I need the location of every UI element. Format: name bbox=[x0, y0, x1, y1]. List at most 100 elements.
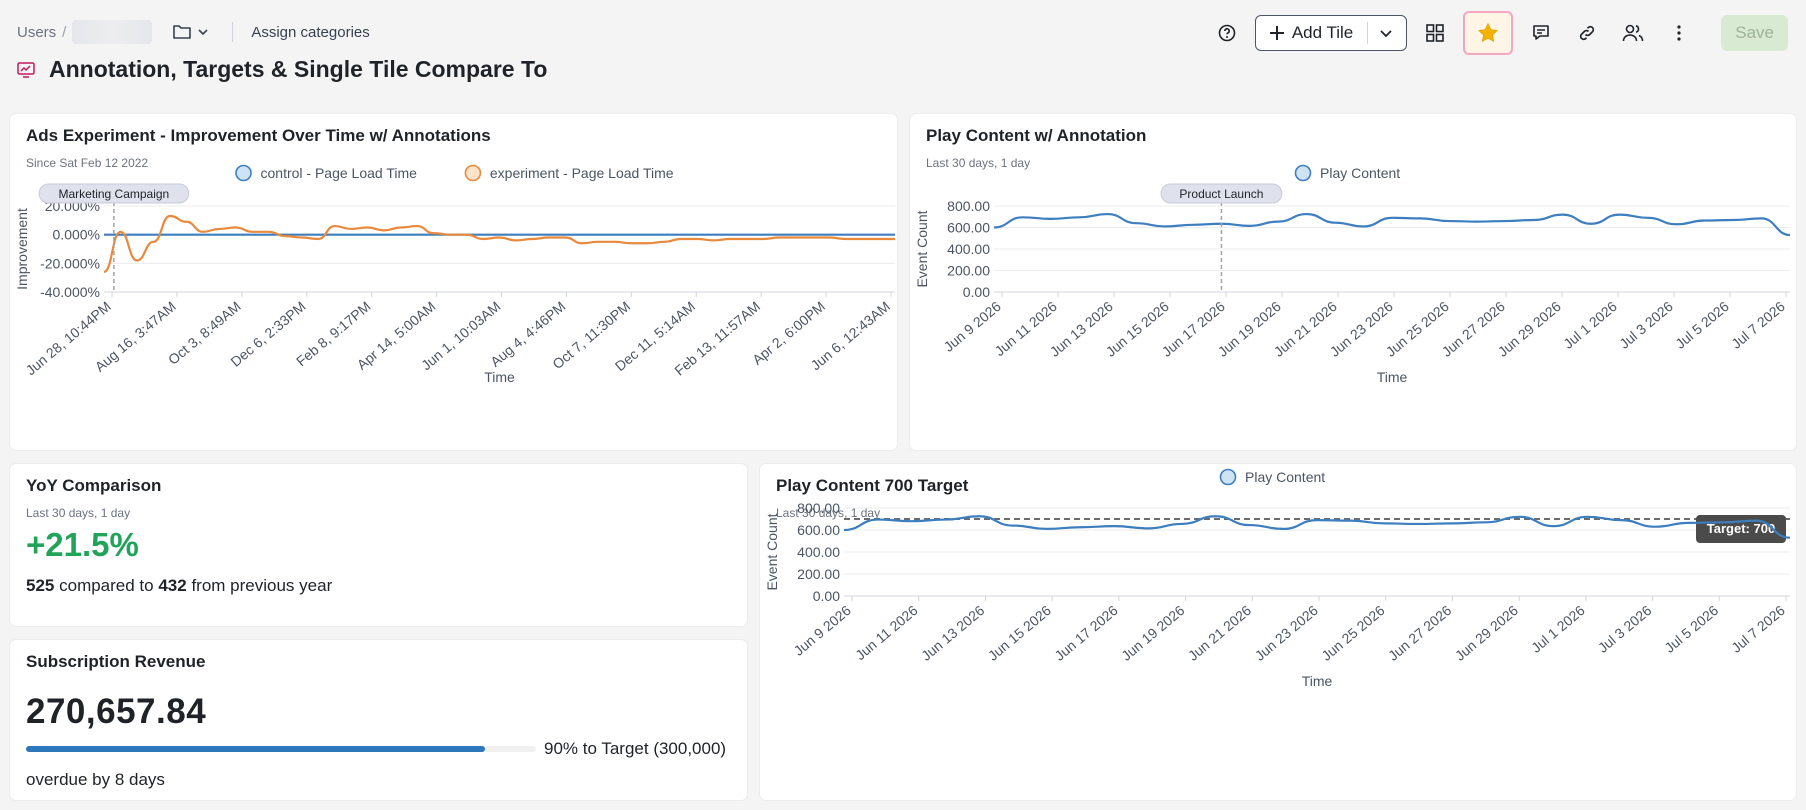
dashboard-header: Users / Assign categories Annotation, Ta… bbox=[0, 0, 1806, 110]
y-tick-label: 0.000% bbox=[53, 227, 100, 243]
comment-icon bbox=[1533, 25, 1550, 40]
legend-label: Play Content bbox=[1320, 165, 1400, 181]
revenue-progress-bar bbox=[26, 746, 536, 752]
ads-experiment-chart[interactable]: control - Page Load Time experiment - Pag… bbox=[10, 114, 897, 450]
yoy-suffix-label: from previous year bbox=[191, 576, 333, 595]
tile-title: Ads Experiment - Improvement Over Time w… bbox=[26, 126, 491, 145]
x-axis-label: Time bbox=[1302, 673, 1333, 689]
x-tick-label: Jul 7 2026 bbox=[1728, 298, 1788, 352]
yoy-current-value: 525 bbox=[26, 576, 55, 595]
help-button[interactable] bbox=[1209, 15, 1245, 51]
breadcrumb-separator: / bbox=[62, 23, 67, 41]
subscription-revenue-tile[interactable]: Subscription Revenue 270,657.84 90% to T… bbox=[10, 640, 747, 800]
tile-title: Play Content w/ Annotation bbox=[926, 126, 1147, 145]
revenue-target-label: 90% to Target (300,000) bbox=[544, 739, 727, 758]
x-tick-label: Jul 5 2026 bbox=[1672, 298, 1732, 352]
x-tick-label: Jun 19 2026 bbox=[1118, 602, 1187, 664]
x-axis-label: Time bbox=[484, 369, 515, 385]
more-options-button[interactable] bbox=[1661, 15, 1697, 51]
favorite-button[interactable] bbox=[1463, 11, 1514, 55]
revenue-value: 270,657.84 bbox=[26, 692, 207, 731]
tile-layout-button[interactable] bbox=[1417, 15, 1453, 51]
x-axis-label: Time bbox=[1377, 369, 1408, 385]
y-axis-label: Event Count bbox=[914, 210, 930, 287]
play-content-tile[interactable]: Play Content w/ Annotation Last 30 days,… bbox=[910, 114, 1796, 450]
y-tick-label: 600.00 bbox=[947, 220, 990, 236]
x-tick-label: Jun 23 2026 bbox=[1252, 602, 1321, 664]
x-tick-label: Jul 3 2026 bbox=[1595, 602, 1655, 656]
annotation-badge bbox=[38, 183, 190, 204]
folder-icon bbox=[173, 25, 192, 39]
yoy-comparison-text: 525 compared to 432 from previous year bbox=[26, 576, 332, 596]
dashboard-toolbar: Add Tile Save bbox=[1209, 11, 1788, 55]
assign-categories-link[interactable]: Assign categories bbox=[251, 23, 370, 41]
series-line bbox=[103, 214, 895, 274]
y-tick-label: 0.00 bbox=[963, 284, 990, 300]
yoy-previous-value: 432 bbox=[158, 576, 187, 595]
folder-dropdown-button[interactable] bbox=[168, 21, 214, 43]
x-tick-label: Jun 9 2026 bbox=[791, 602, 855, 659]
x-tick-label: Jul 5 2026 bbox=[1661, 602, 1721, 656]
users-icon bbox=[1622, 24, 1644, 42]
series-line bbox=[993, 212, 1791, 237]
tile-subtitle: Since Sat Feb 12 2022 bbox=[26, 156, 149, 170]
chart-icon bbox=[17, 61, 35, 78]
y-tick-label: 0.00 bbox=[813, 588, 840, 604]
x-tick-label: Jun 27 2026 bbox=[1385, 602, 1454, 664]
y-tick-label: 200.00 bbox=[947, 263, 990, 279]
y-tick-label: 400.00 bbox=[947, 241, 990, 257]
legend-swatch bbox=[235, 164, 252, 182]
revenue-overdue-label: overdue by 8 days bbox=[26, 770, 165, 789]
y-tick-label: -20.000% bbox=[40, 255, 100, 271]
add-tile-button[interactable]: Add Tile bbox=[1254, 15, 1408, 51]
breadcrumb-users-link[interactable]: Users bbox=[17, 23, 57, 41]
page-title-row: Annotation, Targets & Single Tile Compar… bbox=[17, 56, 547, 83]
y-tick-label: -40.000% bbox=[40, 284, 100, 300]
x-tick-label: Jun 13 2026 bbox=[918, 602, 987, 664]
page-title: Annotation, Targets & Single Tile Compar… bbox=[49, 56, 548, 82]
revenue-progress-fill bbox=[26, 746, 485, 752]
tile-title: YoY Comparison bbox=[26, 476, 162, 495]
comments-button[interactable] bbox=[1523, 15, 1559, 51]
play-content-chart[interactable]: Play Content 800.00 600.00 400.00 200.00 0.00… bbox=[910, 114, 1796, 450]
legend-swatch bbox=[1294, 164, 1312, 182]
legend-swatch bbox=[464, 164, 482, 182]
copy-link-button[interactable] bbox=[1569, 15, 1605, 51]
yoy-compared-label: compared to bbox=[59, 576, 154, 595]
play-content-target-tile[interactable]: Play Content 700 Target Last 30 days, 1 … bbox=[760, 464, 1796, 800]
breadcrumb: Users / Assign categories bbox=[17, 20, 370, 44]
x-tick-label: Jun 25 2026 bbox=[1318, 602, 1387, 664]
x-tick-label: Jun 29 2026 bbox=[1452, 602, 1521, 664]
x-tick-label: Jun 15 2026 bbox=[985, 602, 1054, 664]
x-tick-label: Jun 21 2026 bbox=[1185, 602, 1254, 664]
annotation-label: Marketing Campaign bbox=[59, 187, 170, 201]
play-content-target-chart[interactable]: Play Content 800.00 600.00 400.00 200.00 0.00… bbox=[760, 464, 1796, 800]
y-tick-label: 800.00 bbox=[947, 198, 990, 214]
grid-icon bbox=[1426, 24, 1445, 42]
share-users-button[interactable] bbox=[1615, 15, 1651, 51]
add-tile-label: Add Tile bbox=[1291, 23, 1354, 42]
series-line bbox=[843, 515, 1791, 539]
help-icon bbox=[1218, 24, 1236, 42]
x-tick-label: Jul 7 2026 bbox=[1728, 602, 1788, 656]
chevron-down-icon bbox=[198, 29, 208, 36]
add-tile-divider bbox=[1367, 22, 1369, 44]
legend-swatch bbox=[1219, 468, 1237, 486]
save-button[interactable]: Save bbox=[1721, 15, 1788, 51]
tile-subtitle: Last 30 days, 1 day bbox=[26, 506, 131, 520]
y-axis-label: Event Count bbox=[764, 513, 780, 590]
yoy-comparison-tile[interactable]: YoY Comparison Last 30 days, 1 day +21.5… bbox=[10, 464, 747, 626]
legend-label: control - Page Load Time bbox=[261, 165, 418, 181]
legend-label: experiment - Page Load Time bbox=[490, 165, 674, 181]
ads-experiment-tile[interactable]: Ads Experiment - Improvement Over Time w… bbox=[10, 114, 897, 450]
more-vertical-icon bbox=[1677, 25, 1681, 41]
target-badge-label: Target: 700 bbox=[1707, 521, 1775, 536]
chevron-down-icon[interactable] bbox=[1378, 25, 1394, 41]
breadcrumb-redacted-user[interactable] bbox=[72, 20, 153, 44]
x-tick-label: Jul 3 2026 bbox=[1616, 298, 1676, 352]
y-tick-label: 400.00 bbox=[797, 544, 840, 560]
y-tick-label: 800.00 bbox=[797, 500, 840, 516]
y-tick-label: 200.00 bbox=[797, 566, 840, 582]
x-tick-label: Jun 17 2026 bbox=[1051, 602, 1120, 664]
x-tick-label: Jul 1 2026 bbox=[1528, 602, 1588, 656]
